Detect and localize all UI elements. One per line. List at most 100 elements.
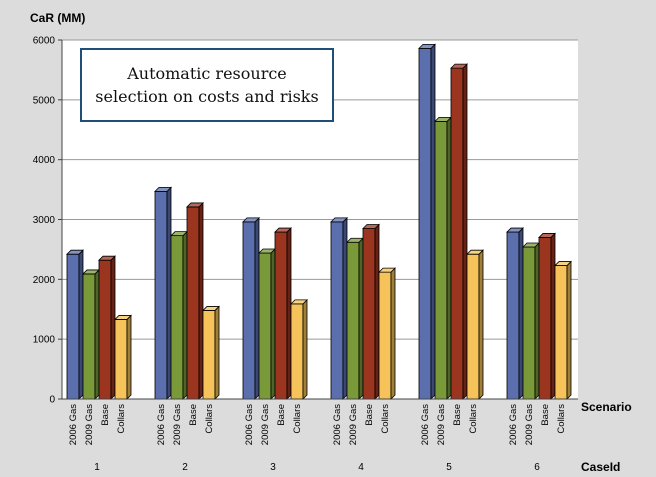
bar-top: [362, 224, 380, 229]
bar-top: [202, 306, 220, 311]
bar-side: [342, 216, 348, 400]
bar-0-2: [98, 255, 116, 400]
scenario-label: Collars: [380, 404, 391, 434]
bar-side: [566, 260, 572, 400]
bar-3-2: [362, 223, 380, 400]
scenario-label: 2006 Gas: [68, 404, 79, 445]
bar-top: [506, 227, 524, 233]
bar-5-1: [522, 242, 540, 400]
bar-side: [478, 249, 484, 400]
bar-side: [550, 232, 556, 400]
bar-top: [242, 217, 260, 223]
scenario-label: 2009 Gas: [436, 404, 447, 445]
bar-0-3: [114, 314, 132, 400]
bar-5-3: [554, 260, 572, 400]
scenario-label: 2006 Gas: [508, 404, 519, 445]
scenario-label: 2009 Gas: [84, 404, 95, 445]
chart-title-line-1: Automatic resource: [127, 64, 287, 83]
bar-front: [466, 253, 480, 400]
bar-front: [242, 221, 256, 400]
scenario-label: 2006 Gas: [332, 404, 343, 445]
bar-front: [82, 273, 96, 400]
bar-2-2: [274, 227, 292, 400]
bar-front: [66, 253, 80, 400]
scenario-label: Collars: [116, 404, 127, 434]
scenario-label: Collars: [204, 404, 215, 434]
bar-side: [302, 298, 308, 400]
y-tick-label: 1000: [33, 335, 56, 346]
bar-2-0: [242, 216, 260, 400]
bar-top: [330, 217, 348, 223]
bar-front: [434, 120, 448, 400]
bar-front: [114, 319, 128, 400]
bar-top: [450, 63, 468, 69]
scenario-label: Base: [188, 404, 199, 426]
case-label: 4: [358, 462, 364, 473]
scenario-label: 2006 Gas: [244, 404, 255, 445]
bar-front: [554, 265, 568, 400]
bar-front: [170, 235, 184, 400]
chart-title-line-2: selection on costs and risks: [95, 87, 319, 106]
bar-5-2: [538, 232, 556, 400]
bar-top: [418, 43, 436, 49]
bar-front: [98, 259, 112, 400]
scenario-label: Base: [276, 404, 287, 426]
scenario-label: Base: [452, 404, 463, 426]
scenario-label: 2006 Gas: [420, 404, 431, 445]
case-label: 2: [182, 462, 188, 473]
bar-4-2: [450, 63, 468, 400]
bar-top: [554, 261, 572, 266]
bar-2-3: [290, 298, 308, 400]
case-label: 6: [534, 462, 540, 473]
bar-1-3: [202, 305, 220, 400]
bar-side: [78, 249, 84, 400]
bar-side: [214, 305, 220, 400]
y-tick-label: 3000: [33, 215, 56, 226]
y-tick-label: 2000: [33, 275, 56, 286]
scenario-label: Base: [100, 404, 111, 426]
y-tick-label: 6000: [33, 36, 56, 47]
y-tick-label: 4000: [33, 155, 56, 166]
bar-side: [518, 227, 524, 400]
bar-front: [290, 303, 304, 400]
bar-5-0: [506, 227, 524, 400]
bar-front: [418, 47, 432, 400]
y-axis-ticks: 0 1000 2000 3000 4000 5000 6000: [33, 36, 62, 406]
bar-front: [330, 221, 344, 400]
bar-side: [94, 268, 100, 400]
y-tick-label: 5000: [33, 95, 56, 106]
bar-3-0: [330, 216, 348, 400]
bar-side: [182, 230, 188, 400]
case-labels: 1 2 3 4 5 6: [94, 462, 540, 473]
bar-3-3: [378, 267, 396, 400]
y-axis-title: CaR (MM): [30, 11, 85, 25]
bar-front: [362, 228, 376, 400]
bar-front: [378, 271, 392, 400]
case-axis-title: CaseId: [581, 460, 620, 474]
bar-top: [378, 267, 396, 273]
bar-side: [430, 43, 436, 400]
bar-front: [258, 252, 272, 400]
y-tick-label: 0: [49, 395, 55, 406]
bar-front: [538, 237, 552, 400]
bar-side: [286, 227, 292, 400]
bar-2-1: [258, 248, 276, 400]
bar-top: [538, 233, 556, 238]
bar-4-3: [466, 249, 484, 400]
bar-top: [114, 315, 132, 320]
bar-top: [98, 255, 116, 261]
scenario-label: Base: [364, 404, 375, 426]
bar-side: [110, 255, 116, 400]
bar-4-1: [434, 116, 452, 400]
scenario-axis-title: Scenario: [581, 400, 632, 414]
scenario-label: Base: [540, 404, 551, 426]
bar-front: [186, 206, 200, 400]
scenario-label: 2006 Gas: [156, 404, 167, 445]
bar-side: [390, 267, 396, 400]
bar-top: [154, 186, 172, 192]
scenario-label: 2009 Gas: [524, 404, 535, 445]
bar-front: [154, 190, 168, 400]
bar-side: [446, 116, 452, 400]
